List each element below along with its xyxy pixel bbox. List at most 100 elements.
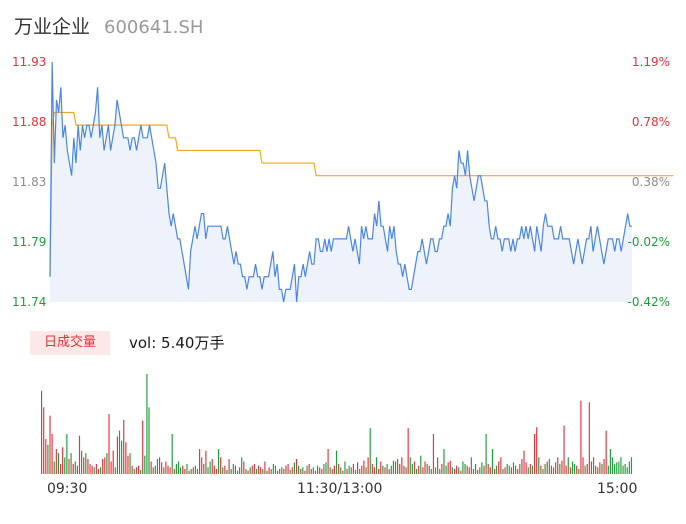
volume-bar (394, 461, 397, 474)
volume-bar (500, 457, 502, 474)
volume-bar (574, 464, 576, 474)
volume-bar (108, 414, 110, 474)
volume-bar (161, 462, 163, 474)
volume-bar (43, 407, 45, 474)
volume-bar (112, 450, 114, 474)
volume-bar (62, 447, 64, 474)
volume-bar (72, 464, 74, 474)
volume-bar (300, 469, 302, 474)
volume-bar (550, 465, 552, 474)
volume-bar (630, 457, 633, 474)
volume-bar (276, 470, 279, 474)
y-left-tick: 11.93 (12, 55, 47, 69)
volume-bar (64, 457, 66, 474)
volume-bar (506, 464, 508, 474)
volume-bar (53, 461, 55, 474)
volume-bar (485, 434, 487, 474)
volume-bar (158, 457, 161, 474)
volume-bar (338, 464, 340, 474)
volume-bar (118, 430, 121, 474)
volume-bar (201, 457, 203, 474)
average-price-line (49, 111, 674, 277)
volume-bar (327, 449, 329, 474)
volume-bar (230, 469, 232, 474)
volume-bar (188, 470, 190, 474)
volume-bar (59, 464, 62, 474)
volume-bar (121, 440, 123, 474)
volume-bar (165, 461, 167, 474)
volume-bar (367, 457, 369, 474)
volume-summary: vol: 5.40万手 (129, 334, 225, 352)
volume-bar (344, 461, 346, 474)
stock-code: 600641.SH (104, 17, 204, 38)
volume-bar (258, 465, 260, 474)
volume-bar (346, 469, 348, 474)
volume-bar (102, 459, 104, 474)
volume-bar (177, 461, 180, 474)
volume-bar (129, 453, 131, 474)
volume-bar (552, 467, 555, 474)
volume-bar (169, 467, 171, 474)
volume-bar (89, 464, 91, 474)
volume-bar (83, 457, 85, 474)
volume-bar (536, 427, 538, 474)
volume-bar (586, 464, 588, 474)
volume-bar (424, 461, 426, 474)
volume-bar (557, 457, 559, 474)
volume-bar (453, 469, 456, 474)
volume-bar (289, 469, 291, 474)
volume-bar (527, 467, 529, 474)
volume-bar (319, 467, 321, 474)
volume-bar (365, 467, 367, 474)
volume-badge: 日成交量 (30, 331, 110, 355)
volume-bar (434, 467, 437, 474)
volume-bar (386, 464, 388, 474)
volume-bar (47, 444, 49, 474)
volume-bar (68, 459, 70, 474)
y-right-tick: -0.42% (627, 295, 670, 309)
volume-bar (420, 455, 422, 474)
volume-bar (95, 464, 97, 474)
volume-bar (601, 464, 603, 474)
volume-bar (260, 467, 262, 474)
volume-bar (584, 465, 586, 474)
volume-bar (211, 459, 213, 474)
volume-bar (451, 467, 453, 474)
volume-bar (437, 457, 439, 474)
volume-bar (462, 461, 464, 474)
volume-bar (397, 459, 399, 474)
volume-bar (226, 469, 228, 474)
volume-bar (163, 467, 165, 474)
volume-bar (470, 457, 472, 474)
volume-bar (131, 465, 133, 474)
volume-bar (234, 465, 236, 474)
volume-bar (474, 464, 477, 474)
volume-bar (418, 465, 420, 474)
volume-bar (285, 465, 287, 474)
volume-bar (203, 464, 205, 474)
volume-bar (190, 469, 192, 474)
volume-bar (70, 453, 72, 474)
volume-bar (196, 469, 199, 474)
volume-bar (595, 465, 597, 474)
volume-bar (477, 469, 479, 474)
volume-bar (137, 465, 140, 474)
volume-bar (407, 428, 409, 474)
volume-bar (213, 465, 215, 474)
volume-bar (447, 462, 449, 474)
volume-bar (41, 390, 43, 474)
volume-bar (616, 462, 618, 474)
x-tick-label: 09:30 (47, 481, 88, 497)
volume-bar (144, 455, 146, 474)
volume-bar (464, 464, 466, 474)
volume-bar (519, 464, 521, 474)
volume-bar (148, 407, 150, 474)
volume-bar (194, 465, 196, 474)
volume-bar (66, 434, 68, 474)
y-left-tick: 11.88 (12, 115, 47, 129)
volume-bar (298, 465, 300, 474)
volume-bar (422, 467, 424, 474)
volume-bar (125, 442, 127, 474)
y-left-tick: 11.74 (12, 295, 47, 309)
volume-bar (304, 470, 306, 474)
